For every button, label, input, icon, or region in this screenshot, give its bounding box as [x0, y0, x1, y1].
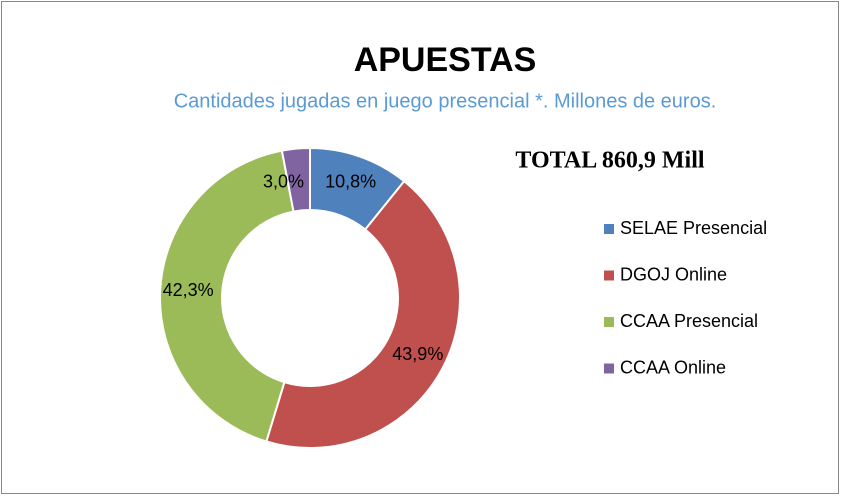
- legend-swatch: [604, 224, 614, 234]
- data-label: 10,8%: [325, 172, 376, 192]
- chart-subtitle: Cantidades jugadas en juego presencial *…: [174, 90, 717, 112]
- legend-label: CCAA Presencial: [620, 311, 758, 331]
- legend-label: DGOJ Online: [620, 264, 727, 284]
- legend-label: SELAE Presencial: [620, 218, 767, 238]
- legend-swatch: [604, 363, 614, 374]
- data-label: 3,0%: [263, 171, 304, 191]
- donut-slice: [159, 149, 295, 443]
- annotation: TOTAL 860,9 Mill: [515, 148, 704, 174]
- data-label: 43,9%: [392, 344, 443, 364]
- legend-label: CCAA Online: [620, 357, 726, 377]
- donut-slice: [265, 179, 461, 449]
- legend-swatch: [604, 317, 614, 327]
- chart-title: APUESTAS: [354, 41, 537, 79]
- data-label: 42,3%: [163, 280, 214, 300]
- donut-slice: [280, 146, 311, 213]
- legend-swatch: [604, 270, 614, 281]
